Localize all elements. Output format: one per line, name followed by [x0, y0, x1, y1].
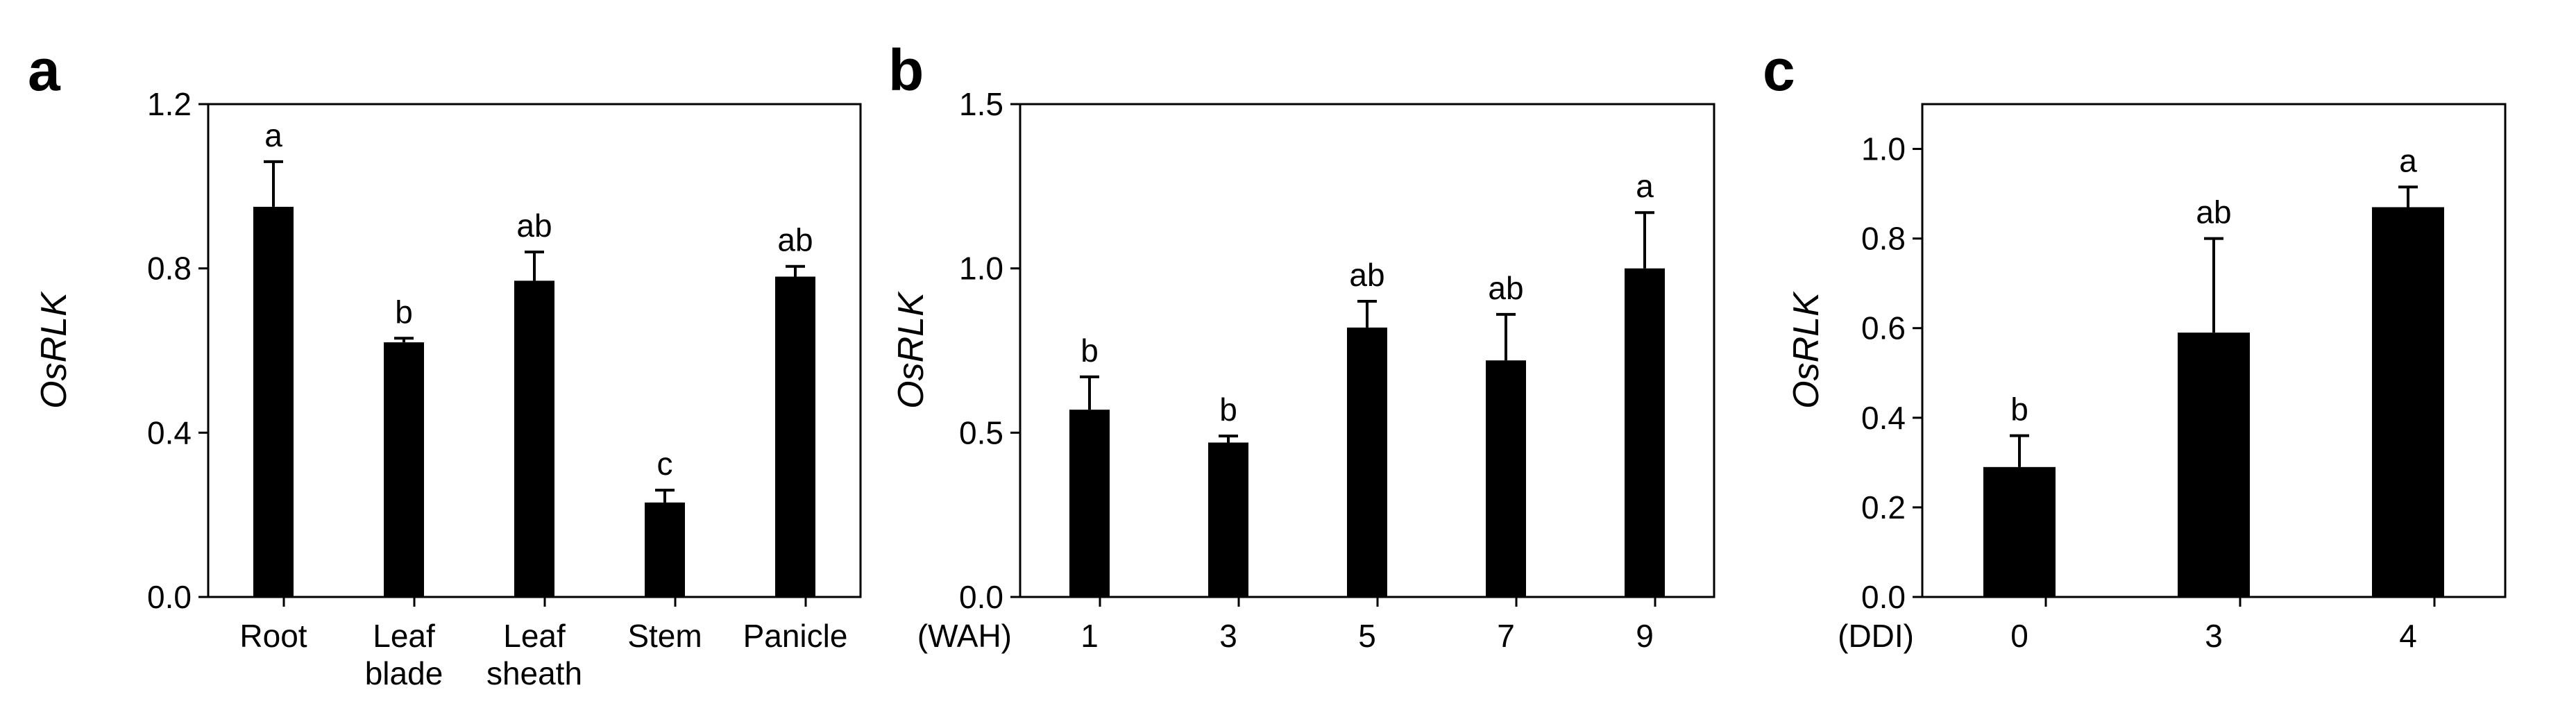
- y-tick-label-c-5: 1.0: [1861, 131, 1906, 167]
- bar-a-0: [253, 206, 294, 598]
- x-tick-label-b-3: 7: [1497, 618, 1515, 654]
- y-tick-label-b-1: 0.5: [959, 414, 1003, 451]
- x-tick-label-b-0: 1: [1081, 618, 1099, 654]
- bar-a-4: [775, 276, 815, 597]
- x-tick-label-a-0: Root: [239, 618, 307, 654]
- significance-label-a-3: c: [657, 446, 673, 482]
- y-tick-label-c-3: 0.6: [1861, 310, 1906, 346]
- y-tick-label-a-1: 0.4: [147, 414, 192, 451]
- x-tick-label-a-4: Panicle: [743, 618, 848, 654]
- y-axis-label-a: OsRLK: [34, 291, 74, 409]
- y-tick-label-c-1: 0.2: [1861, 489, 1906, 525]
- x-tick-label-a-2-0: Leaf: [503, 618, 566, 654]
- x-tick-label-c-1: 3: [2205, 618, 2223, 654]
- y-tick-label-c-0: 0.0: [1861, 579, 1906, 615]
- significance-label-b-3: ab: [1488, 270, 1523, 306]
- significance-label-b-1: b: [1219, 392, 1237, 428]
- bar-c-0: [1983, 466, 2056, 597]
- bar-a-1: [384, 342, 424, 597]
- significance-label-b-2: ab: [1349, 257, 1384, 293]
- x-tick-label-a-3: Stem: [627, 618, 702, 654]
- y-tick-label-a-2: 0.8: [147, 251, 192, 287]
- bar-a-2: [514, 280, 554, 597]
- x-unit-label-b: (WAH): [917, 618, 1012, 654]
- bar-b-3: [1486, 360, 1526, 597]
- y-tick-label-b-2: 1.0: [959, 251, 1003, 287]
- x-unit-label-c: (DDI): [1838, 618, 1914, 654]
- panel-letter-a: a: [28, 37, 61, 103]
- y-axis-label-c: OsRLK: [1786, 291, 1827, 409]
- significance-label-c-1: ab: [2196, 194, 2231, 230]
- x-tick-label-b-1: 3: [1219, 618, 1237, 654]
- bar-b-4: [1625, 268, 1665, 597]
- significance-label-c-0: b: [2010, 392, 2028, 428]
- x-tick-label-c-0: 0: [2010, 618, 2028, 654]
- significance-label-a-0: a: [264, 117, 282, 153]
- bar-c-2: [2372, 207, 2444, 597]
- y-tick-label-a-0: 0.0: [147, 579, 192, 615]
- bar-b-0: [1069, 410, 1110, 597]
- y-tick-label-b-3: 1.5: [959, 86, 1003, 122]
- panel-letter-c: c: [1763, 37, 1795, 103]
- x-tick-label-a-1-1: blade: [365, 655, 443, 691]
- significance-label-a-4: ab: [777, 222, 813, 258]
- significance-label-b-4: a: [1636, 168, 1654, 204]
- x-tick-label-b-2: 5: [1358, 618, 1376, 654]
- panel-letter-b: b: [888, 37, 924, 103]
- bar-b-2: [1347, 327, 1387, 597]
- y-tick-label-a-3: 1.2: [147, 86, 192, 122]
- x-tick-label-a-1-0: Leaf: [373, 618, 435, 654]
- x-tick-label-a-2-1: sheath: [486, 655, 582, 691]
- x-tick-label-c-2: 4: [2399, 618, 2417, 654]
- y-axis-label-b: OsRLK: [891, 291, 931, 409]
- significance-label-b-0: b: [1081, 332, 1099, 369]
- significance-label-a-2: ab: [516, 208, 552, 244]
- bar-a-3: [645, 502, 685, 597]
- significance-label-c-2: a: [2399, 142, 2417, 178]
- y-tick-label-c-2: 0.4: [1861, 400, 1906, 436]
- x-tick-label-b-4: 9: [1636, 618, 1654, 654]
- bar-b-1: [1208, 442, 1248, 597]
- y-tick-label-c-4: 0.8: [1861, 221, 1906, 257]
- significance-label-a-1: b: [395, 294, 413, 330]
- bar-c-1: [2178, 332, 2250, 597]
- y-tick-label-b-0: 0.0: [959, 579, 1003, 615]
